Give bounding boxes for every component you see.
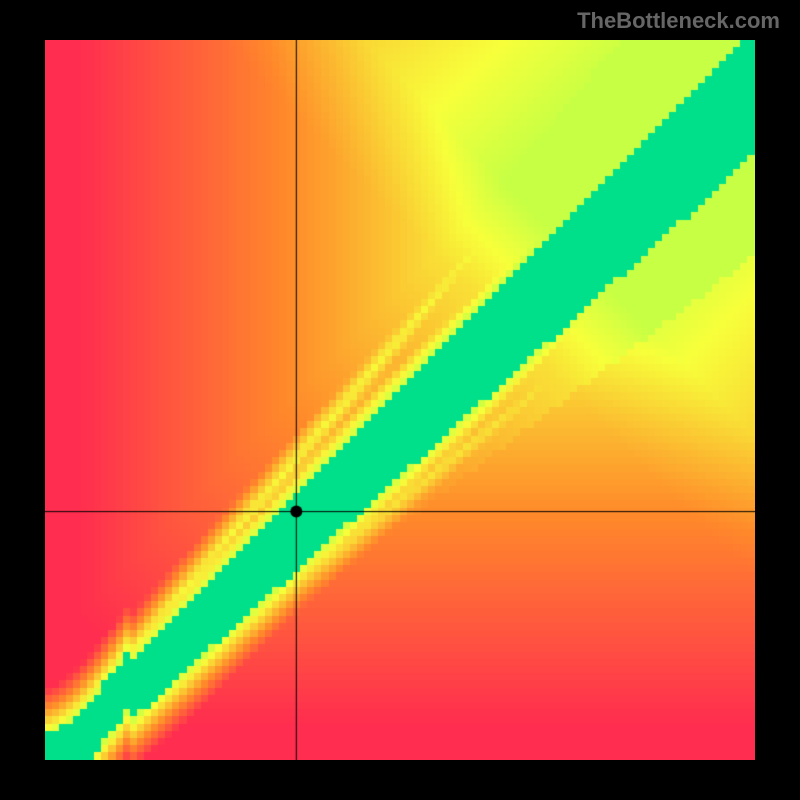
bottleneck-heatmap [45,40,755,760]
watermark-text: TheBottleneck.com [577,8,780,34]
chart-container: TheBottleneck.com [0,0,800,800]
